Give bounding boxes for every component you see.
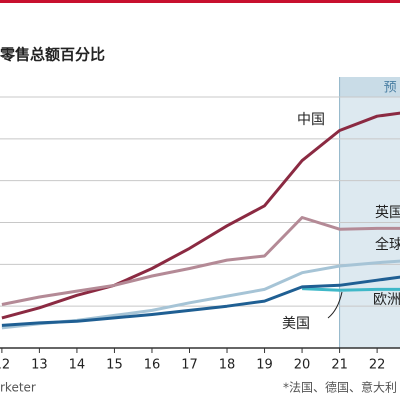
- top-rule: [0, 0, 400, 3]
- series-label: 美国: [282, 316, 310, 332]
- x-tick-label: 13: [31, 358, 48, 373]
- forecast-label: 预: [384, 81, 397, 96]
- series-line: [1, 216, 400, 306]
- x-tick-label: 12: [0, 358, 10, 373]
- x-tick-label: 20: [294, 358, 311, 373]
- series-line: [1, 111, 400, 320]
- series-line: [302, 287, 400, 292]
- x-tick-label: 22: [369, 358, 386, 373]
- leader-line: [327, 291, 343, 319]
- forecast-header: [339, 77, 400, 97]
- grid-layer: [0, 96, 400, 353]
- footnote: *法国、德国、意大利: [283, 380, 397, 395]
- lines-layer: [1, 111, 400, 330]
- x-tick-label: 19: [256, 358, 273, 373]
- source: rketer: [0, 381, 36, 395]
- x-tick-label: 16: [144, 358, 161, 373]
- x-tick-label: 14: [69, 358, 86, 373]
- series-label: 欧洲: [373, 292, 400, 308]
- chart-title: 零售总额百分比: [0, 46, 105, 64]
- series-label: 全球: [375, 236, 400, 253]
- series-line: [1, 275, 400, 327]
- x-tick-label: 21: [331, 358, 348, 373]
- x-tick-label: 15: [106, 358, 123, 373]
- x-tick-label: 17: [181, 358, 198, 373]
- series-label: 英国: [375, 204, 400, 221]
- series-label: 中国: [297, 112, 325, 128]
- background-layer: [339, 77, 400, 348]
- forecast-band: [339, 77, 400, 348]
- x-tick-label: 18: [219, 358, 236, 373]
